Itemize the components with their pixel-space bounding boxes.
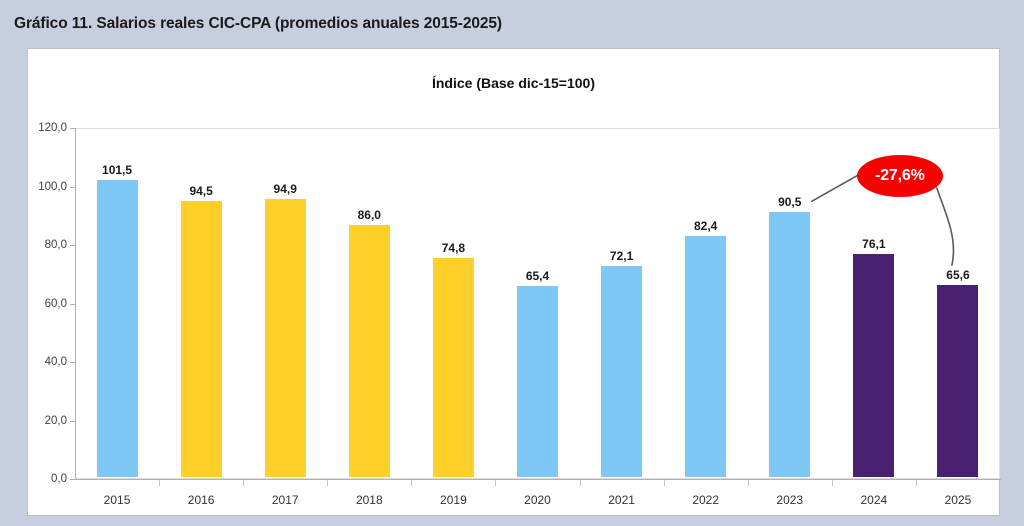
x-tick-mark [663, 480, 665, 486]
x-axis-label: 2021 [608, 493, 635, 507]
chart-panel: Índice (Base dic-15=100) 120,0 100,0 80,0 6… [27, 48, 1001, 516]
x-axis-label: 2015 [103, 493, 131, 507]
x-axis-label: 2017 [271, 493, 299, 507]
bar-column[interactable]: 72,1 [601, 249, 643, 477]
variation-callout-badge[interactable]: -27,6% [856, 155, 943, 198]
x-axis-label: 2020 [524, 493, 551, 507]
bar-column[interactable]: 94,9 [264, 182, 306, 477]
x-tick-mark [159, 480, 161, 486]
bar[interactable] [853, 254, 895, 477]
bar-column[interactable]: 76,1 [853, 237, 895, 477]
y-tick-mark [70, 479, 75, 480]
bar[interactable] [685, 235, 727, 477]
x-axis-line [75, 479, 1001, 480]
x-axis-label: 2024 [860, 493, 888, 507]
y-tick-mark [70, 362, 75, 363]
y-tick-mark [70, 128, 75, 129]
bar[interactable] [601, 266, 643, 477]
bar-column[interactable]: 90,5 [769, 195, 811, 477]
y-tick-mark [70, 186, 75, 188]
bar-value-label: 90,5 [778, 195, 802, 210]
bar[interactable] [348, 225, 390, 477]
y-tick-label: 40,0 [44, 356, 67, 368]
bar-value-label: 72,1 [609, 249, 634, 264]
y-tick-mark [70, 303, 75, 305]
x-axis-label: 2018 [355, 493, 383, 507]
bar-value-label: 94,5 [189, 183, 213, 198]
x-axis-label: 2023 [776, 493, 804, 507]
x-tick-mark [411, 480, 413, 486]
x-tick-mark [831, 480, 833, 486]
bar-value-label: 65,6 [946, 268, 970, 283]
x-axis-label: 2019 [440, 493, 467, 507]
y-tick-label: 80,0 [44, 239, 67, 251]
bar-value-label: 86,0 [357, 208, 381, 223]
y-tick-mark [70, 245, 75, 246]
chart-subtitle: Índice (Base dic-15=100) [431, 75, 596, 91]
bar-column[interactable]: 82,4 [685, 219, 727, 477]
bar[interactable] [769, 212, 811, 477]
bar[interactable] [432, 258, 474, 477]
x-tick-mark [579, 480, 581, 486]
bar-column[interactable]: 94,5 [180, 184, 222, 477]
bar[interactable] [517, 285, 558, 477]
x-axis-label: 2016 [187, 493, 215, 507]
y-tick-label: 120,0 [38, 122, 67, 134]
variation-callout-label: -27,6% [875, 167, 925, 185]
bar-column[interactable]: 65,4 [517, 269, 558, 477]
bar[interactable] [96, 180, 138, 477]
bar[interactable] [264, 199, 306, 477]
x-tick-mark [495, 480, 497, 486]
bar-value-label: 101,5 [102, 163, 133, 178]
bar[interactable] [180, 200, 222, 477]
bar-value-label: 65,4 [525, 268, 550, 283]
x-tick-mark [243, 480, 245, 486]
x-tick-mark [915, 480, 917, 486]
x-axis-label: 2025 [944, 493, 972, 507]
bar-column[interactable]: 74,8 [432, 241, 474, 477]
y-axis-line [75, 128, 76, 480]
bar-value-label: 74,8 [441, 241, 466, 256]
y-tick-label: 60,0 [44, 297, 67, 310]
x-axis-label: 2022 [692, 493, 720, 507]
x-tick-mark [747, 480, 749, 486]
page-title: Gráfico 11. Salarios reales CIC-CPA (pro… [14, 15, 502, 32]
bar-column[interactable]: 86,0 [348, 208, 390, 477]
bar-column[interactable]: 101,5 [96, 163, 138, 477]
bar-value-label: 76,1 [862, 237, 886, 252]
y-tick-mark [70, 420, 75, 422]
y-tick-label: 20,0 [44, 414, 67, 427]
bar[interactable] [937, 285, 979, 477]
bar-value-label: 82,4 [693, 218, 718, 233]
y-tick-label: 0,0 [51, 473, 67, 485]
bar-column[interactable]: 65,6 [937, 268, 979, 477]
x-tick-mark [327, 480, 329, 486]
y-tick-label: 100,0 [38, 180, 67, 193]
bar-value-label: 94,9 [273, 182, 297, 197]
